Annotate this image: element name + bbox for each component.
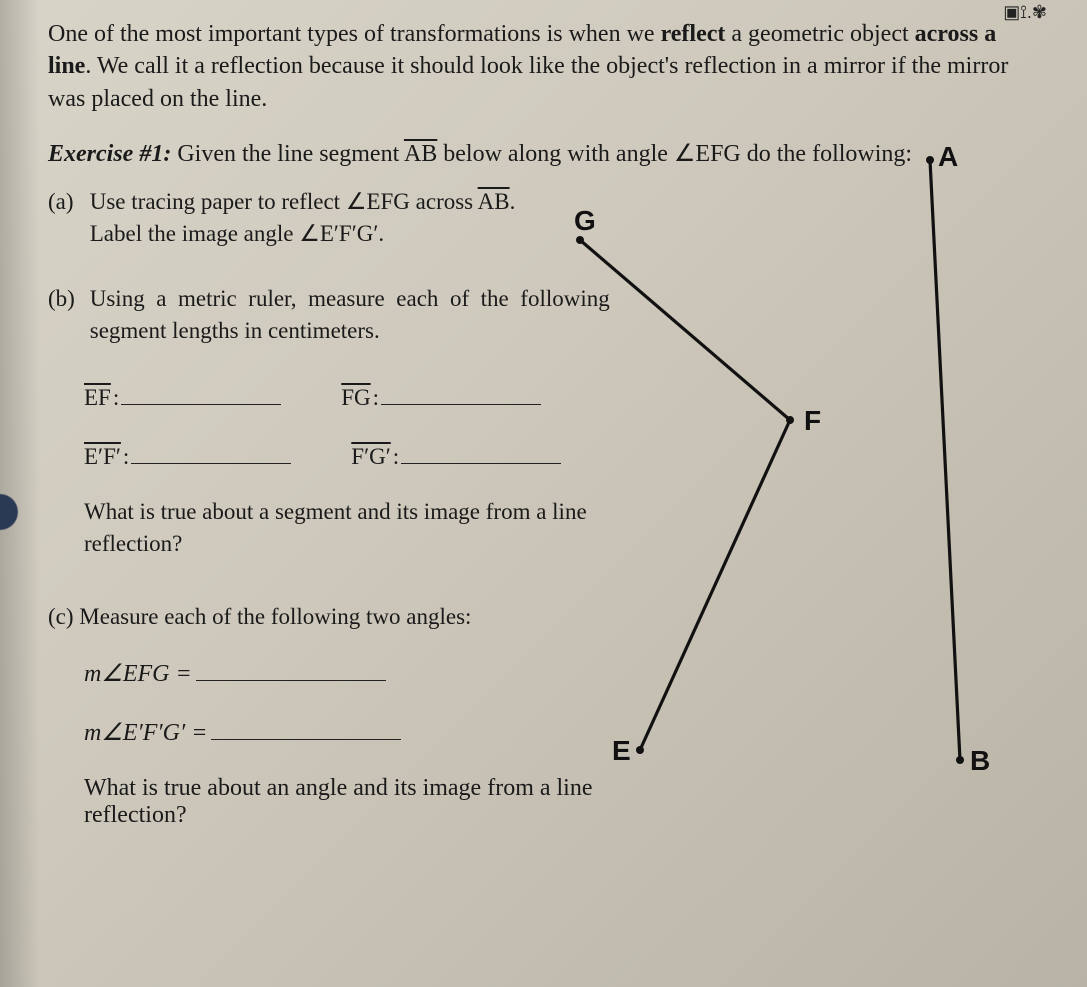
- label-mEFG: m∠EFG =: [84, 659, 192, 688]
- part-a-letter: (a): [48, 186, 84, 218]
- blank-line-mEFG[interactable]: [196, 654, 386, 681]
- blank-line-FG[interactable]: [381, 379, 541, 405]
- part-a-angle1: ∠EFG: [346, 189, 410, 214]
- part-b-text: Using a metric ruler, measure each of th…: [90, 283, 610, 347]
- part-a-segment: AB: [478, 189, 510, 214]
- measure-EFG: m∠EFG =: [84, 654, 618, 688]
- blank-FG: FG:: [341, 379, 541, 411]
- worksheet-page: ▣⟟.✾ One of the most important types of …: [0, 0, 1087, 987]
- intro-text-2: a geometric object: [725, 21, 914, 47]
- label-EF-prime: E′F′: [84, 444, 121, 470]
- part-a-line2b: .: [378, 221, 384, 246]
- part-a-line1b: across: [410, 189, 478, 214]
- part-c-text: Measure each of the following two angles…: [79, 604, 471, 629]
- part-a-angle2: ∠E′F′G′: [299, 221, 378, 246]
- blank-FG-prime: F′G′:: [351, 437, 561, 469]
- intro-text-3: . We call it a reflection because it sho…: [48, 53, 1008, 111]
- part-c-letter: (c): [48, 604, 74, 629]
- intro-paragraph: One of the most important types of trans…: [48, 18, 1039, 115]
- part-a-line1a: Use tracing paper to reflect: [90, 189, 346, 214]
- label-FG-prime: F′G′: [351, 444, 390, 470]
- part-c-question: What is true about an angle and its imag…: [84, 775, 618, 829]
- part-b: (b) Using a metric ruler, measure each o…: [48, 283, 618, 347]
- exercise-text-3: do the following:: [741, 141, 912, 167]
- blank-line-mEFG-prime[interactable]: [211, 712, 401, 739]
- part-a: (a) Use tracing paper to reflect ∠EFG ac…: [48, 186, 618, 250]
- blank-line-EF[interactable]: [121, 379, 281, 405]
- left-column: (a) Use tracing paper to reflect ∠EFG ac…: [48, 186, 618, 829]
- blank-EF: EF:: [84, 379, 281, 411]
- blanks-row-1: EF: FG:: [84, 379, 618, 411]
- exercise-text-1: Given the line segment: [171, 141, 404, 167]
- part-b-letter: (b): [48, 283, 84, 315]
- blanks-row-2: E′F′: F′G′:: [84, 437, 618, 469]
- exercise-heading: Exercise #1: Given the line segment AB b…: [48, 139, 1039, 168]
- header-icons: ▣⟟.✾: [1003, 2, 1047, 23]
- part-c: (c) Measure each of the following two an…: [48, 604, 618, 630]
- angle-EFG: ∠EFG: [674, 141, 741, 167]
- intro-bold-reflect: reflect: [661, 21, 726, 47]
- label-EF: EF: [84, 385, 111, 411]
- segment-AB: AB: [404, 141, 437, 167]
- blank-line-FG-prime[interactable]: [401, 437, 561, 463]
- intro-text-1: One of the most important types of trans…: [48, 21, 661, 47]
- label-mEFG-prime: m∠E′F′G′ =: [84, 718, 207, 747]
- measure-EFG-prime: m∠E′F′G′ =: [84, 712, 618, 746]
- exercise-label: Exercise #1:: [48, 141, 171, 167]
- label-FG: FG: [341, 385, 370, 411]
- blank-EF-prime: E′F′:: [84, 437, 291, 469]
- exercise-text-2: below along with angle: [437, 141, 674, 167]
- part-a-line1c: .: [510, 189, 516, 214]
- part-b-question: What is true about a segment and its ima…: [84, 496, 618, 560]
- part-a-line2a: Label the image angle: [90, 221, 299, 246]
- blank-line-EF-prime[interactable]: [131, 437, 291, 463]
